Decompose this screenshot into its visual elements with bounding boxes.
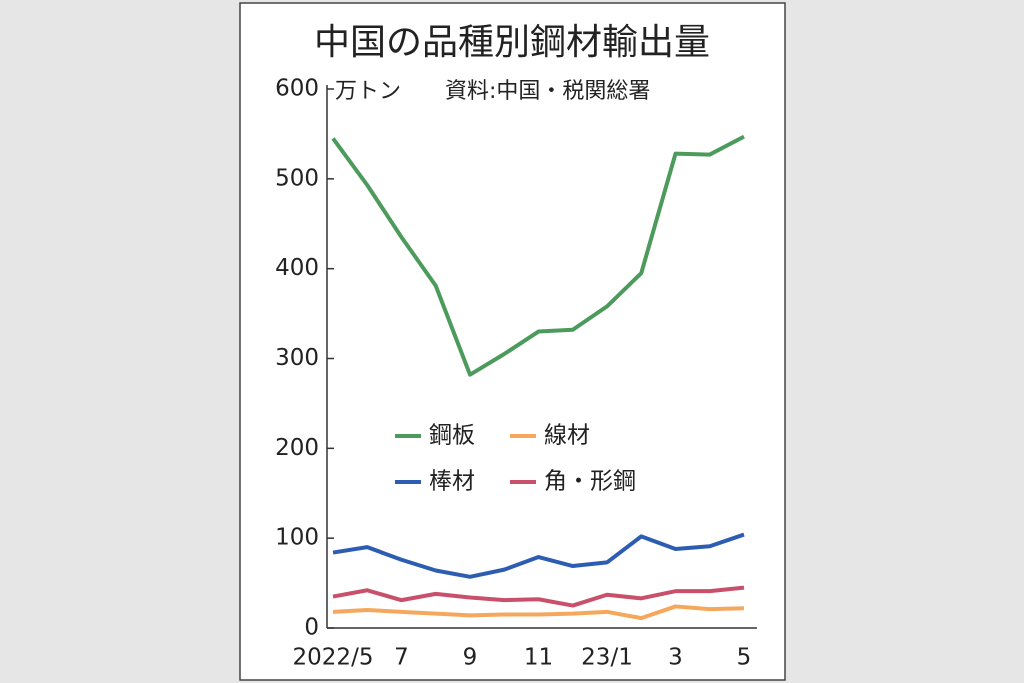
y-tick-label: 500 (275, 165, 319, 191)
unit-label: 万トン (335, 79, 401, 104)
x-tick-label: 9 (463, 645, 478, 671)
series-line (332, 585, 745, 608)
y-tick-label: 200 (275, 435, 319, 461)
y-tick-label: 400 (275, 255, 319, 281)
legend-label: 線材 (544, 423, 590, 449)
legend-label: 棒材 (429, 469, 475, 495)
y-tick-label: 300 (275, 345, 319, 371)
source-label: 資料:中国・税関総署 (445, 79, 650, 104)
x-tick-label: 7 (394, 645, 409, 671)
x-tick-label: 23/1 (581, 645, 633, 671)
x-tick-label: 11 (524, 645, 553, 671)
x-tick-label: 3 (668, 645, 683, 671)
legend-label: 角・形鋼 (544, 469, 636, 495)
y-tick-label: 0 (304, 615, 319, 641)
x-tick-label: 5 (737, 645, 752, 671)
series-line (332, 604, 745, 621)
y-tick-label: 100 (275, 525, 319, 551)
x-tick-label: 2022/5 (293, 645, 374, 671)
y-tick-label: 600 (275, 76, 319, 102)
chart-title: 中国の品種別鋼材輸出量 (314, 22, 710, 63)
panel (239, 2, 786, 681)
series-line (331, 134, 745, 377)
series-line (332, 532, 745, 579)
legend-label: 鋼板 (429, 423, 475, 449)
